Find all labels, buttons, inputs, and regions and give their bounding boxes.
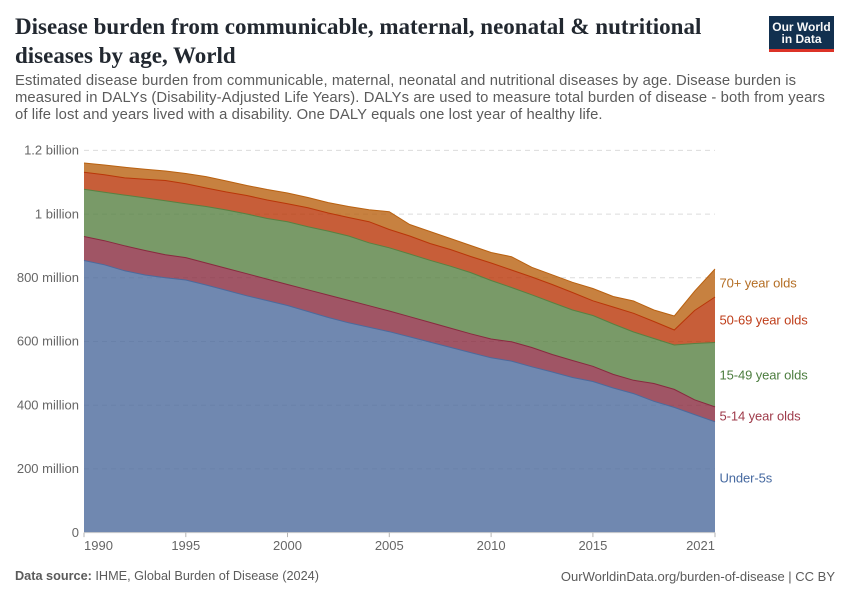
svg-text:2000: 2000 xyxy=(273,538,302,553)
svg-text:1.2 billion: 1.2 billion xyxy=(24,143,79,158)
svg-text:70+ year olds: 70+ year olds xyxy=(720,276,798,291)
svg-text:200 million: 200 million xyxy=(17,461,79,476)
svg-text:15-49 year olds: 15-49 year olds xyxy=(720,368,809,383)
svg-text:600 million: 600 million xyxy=(17,334,79,349)
svg-text:1 billion: 1 billion xyxy=(35,206,79,221)
svg-text:2021: 2021 xyxy=(686,538,715,553)
svg-text:800 million: 800 million xyxy=(17,270,79,285)
svg-text:2010: 2010 xyxy=(477,538,506,553)
svg-text:2015: 2015 xyxy=(578,538,607,553)
svg-text:2005: 2005 xyxy=(375,538,404,553)
svg-text:1995: 1995 xyxy=(171,538,200,553)
svg-text:5-14 year olds: 5-14 year olds xyxy=(720,409,802,424)
svg-text:Under-5s: Under-5s xyxy=(720,471,773,486)
svg-text:1990: 1990 xyxy=(84,538,113,553)
svg-text:400 million: 400 million xyxy=(17,397,79,412)
svg-text:50-69 year olds: 50-69 year olds xyxy=(720,313,809,328)
svg-text:0: 0 xyxy=(72,525,79,540)
